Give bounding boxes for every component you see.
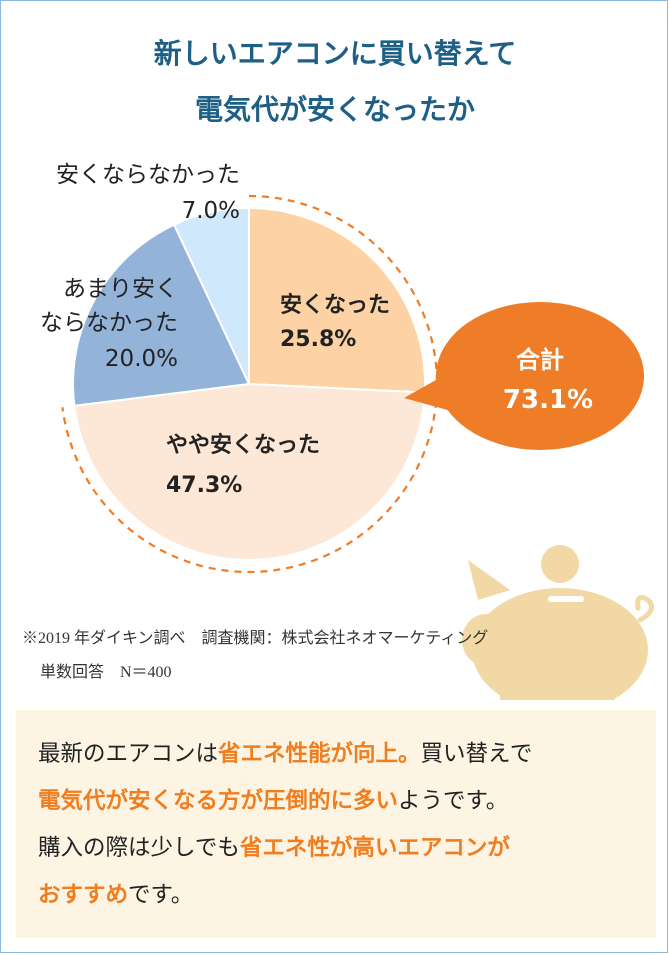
- summary-text-part: 購入の際は少しでも: [38, 835, 240, 860]
- summary-highlight: 省エネ性が高いエアコンが: [239, 835, 510, 860]
- pie-slice-amari-yasuku-naranakatta: [72, 223, 251, 407]
- summary-text-part: 買い替えで: [420, 741, 533, 766]
- title-line-2: 電気代が安くなったか: [194, 95, 475, 126]
- total-callout-bubble: [404, 302, 644, 450]
- slice-3-label: 安くならなかった: [56, 162, 240, 188]
- slice-2-label-line1: あまり安く: [63, 276, 178, 302]
- sample-note: 単数回答 N＝400: [40, 664, 172, 681]
- slice-1-value: 47.3%: [166, 473, 242, 498]
- title-line-1: 新しいエアコンに買い替えて: [153, 39, 517, 70]
- pie-slice-yasuku-natta: [248, 206, 426, 394]
- slice-1-label: やや安くなった: [166, 432, 320, 458]
- coin-icon: [541, 545, 579, 583]
- slice-0-label: 安くなった: [280, 292, 390, 318]
- summary-highlight: 省エネ性能が向上。: [218, 741, 421, 766]
- slice-3-value: 7.0%: [182, 198, 240, 224]
- pie-chart: 安くなった 25.8% やや安くなった 47.3% あまり安く ならなかった 2…: [40, 162, 655, 700]
- summary-highlight: おすすめ: [38, 882, 129, 907]
- summary-text: 最新のエアコンは省エネ性能が向上。買い替えで 電気代が安くなる方が圧倒的に多いよ…: [38, 730, 658, 918]
- slice-2-label-line2: ならなかった: [40, 310, 178, 336]
- total-group-dashed-outline: [61, 194, 439, 574]
- piggy-bank-icon: [462, 545, 655, 700]
- summary-text-part: です。: [128, 882, 194, 907]
- summary-text-part: ようです。: [398, 788, 509, 813]
- summary-text-part: 最新のエアコンは: [38, 741, 219, 766]
- total-label: 合計: [516, 346, 564, 374]
- summary-box: [16, 710, 656, 938]
- slice-2-value: 20.0%: [105, 346, 178, 372]
- total-value: 73.1%: [503, 385, 593, 415]
- pie-slice-yasuku-naranakatta: [172, 206, 250, 385]
- pie-slice-yaya-yasuku-natta: [73, 382, 426, 561]
- source-note: ※2019 年ダイキン調べ 調査機関：株式会社ネオマーケティング: [22, 630, 489, 647]
- summary-highlight: 電気代が安くなる方が圧倒的に多い: [38, 788, 399, 813]
- slice-0-value: 25.8%: [280, 327, 356, 352]
